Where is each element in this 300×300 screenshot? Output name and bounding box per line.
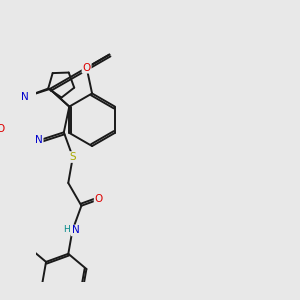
Text: O: O xyxy=(82,63,91,73)
Text: S: S xyxy=(70,152,76,162)
Text: O: O xyxy=(94,194,103,204)
Text: H: H xyxy=(63,225,70,234)
Text: N: N xyxy=(35,136,43,146)
Text: N: N xyxy=(72,226,80,236)
Text: O: O xyxy=(0,124,4,134)
Text: N: N xyxy=(21,92,28,102)
